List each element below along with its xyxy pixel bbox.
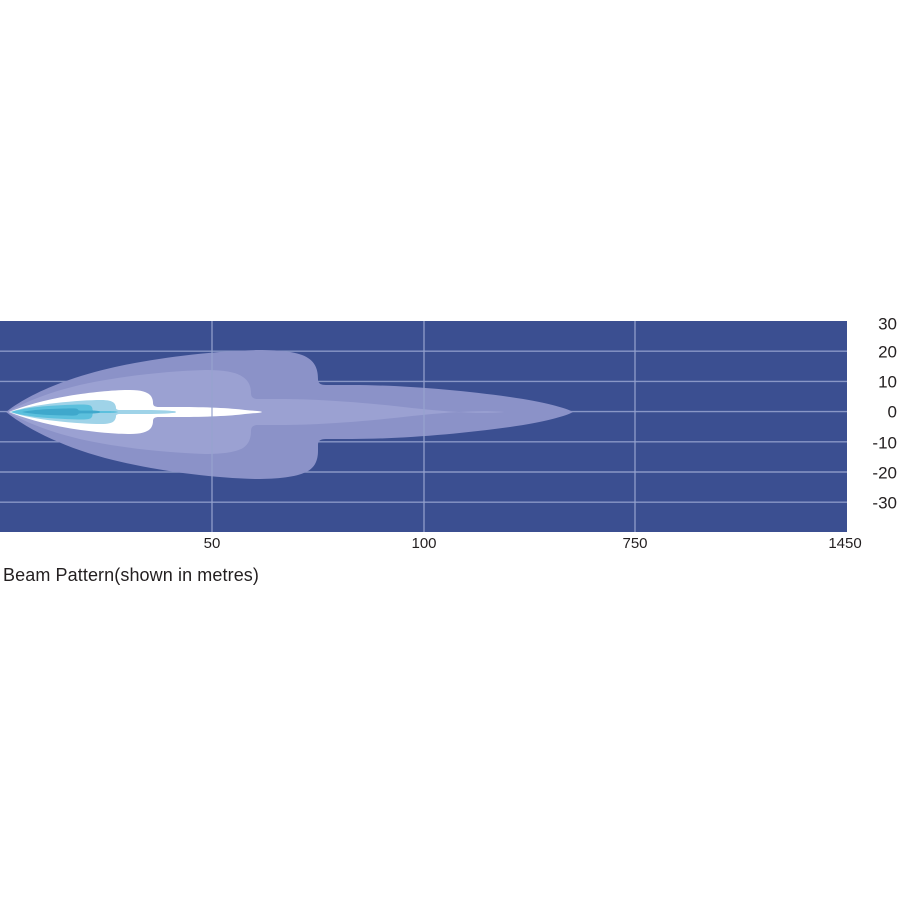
beam-pattern-svg bbox=[0, 321, 847, 532]
x-axis: 50 100 750 1450 bbox=[0, 536, 900, 560]
y-tick-20: 20 bbox=[878, 342, 897, 362]
y-tick-0: 0 bbox=[887, 402, 897, 422]
vertical-gridlines bbox=[211, 321, 636, 532]
y-tick-neg20: -20 bbox=[872, 463, 897, 483]
x-tick-100: 100 bbox=[411, 535, 437, 552]
figure-caption: Beam Pattern(shown in metres) bbox=[3, 565, 259, 585]
y-tick-10: 10 bbox=[878, 372, 897, 392]
beam-plot-area bbox=[0, 321, 847, 532]
beam-layer-peak-core-dark bbox=[22, 408, 100, 416]
y-tick-neg10: -10 bbox=[872, 433, 897, 453]
y-tick-30: 30 bbox=[878, 314, 897, 334]
x-tick-50: 50 bbox=[203, 535, 221, 552]
x-tick-750: 750 bbox=[622, 535, 648, 552]
y-tick-neg30: -30 bbox=[872, 493, 897, 513]
beam-layers bbox=[6, 350, 573, 479]
y-axis: 30 20 10 0 -10 -20 -30 bbox=[855, 316, 900, 532]
x-tick-1450: 1450 bbox=[828, 535, 862, 552]
